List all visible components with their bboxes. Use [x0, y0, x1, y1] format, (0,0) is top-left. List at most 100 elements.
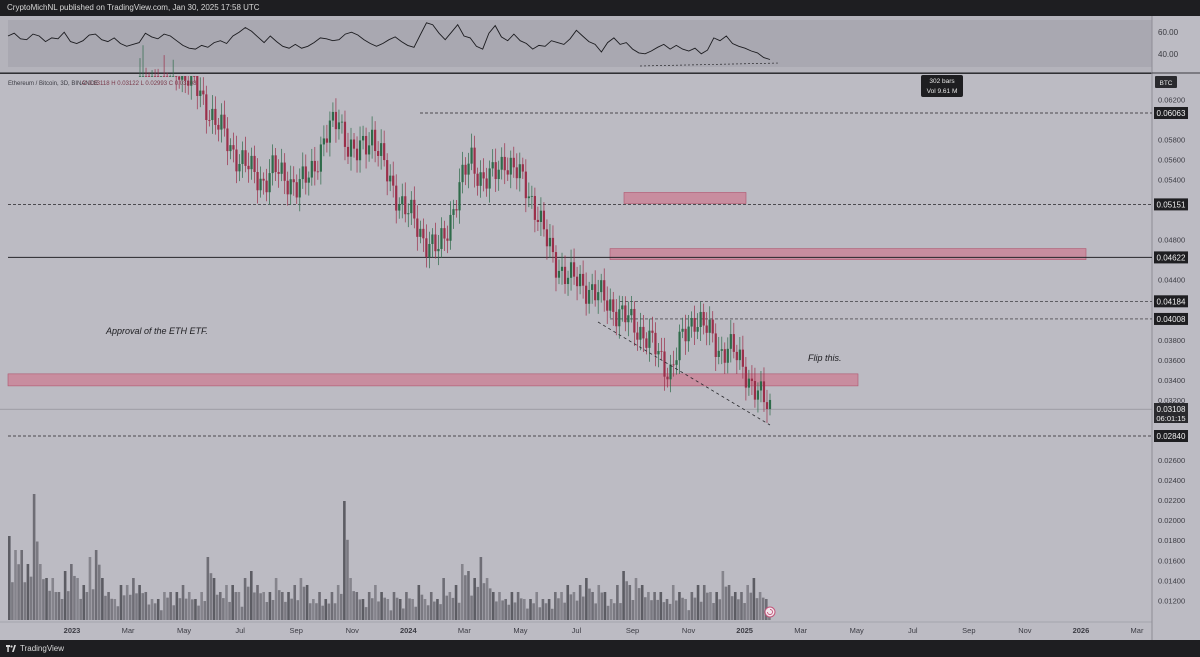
volume-bar [222, 598, 225, 620]
footer-bar: TradingView [0, 640, 1200, 657]
volume-bar [675, 600, 678, 620]
candle-body [205, 94, 208, 120]
ohlc-values: O 0.03118 H 0.03122 L 0.02993 C 0.03108 [82, 81, 197, 87]
volume-bar [473, 578, 476, 620]
volume-bar [668, 603, 672, 620]
volume-bar [240, 606, 244, 620]
volume-bar [228, 601, 231, 620]
volume-bar [97, 564, 101, 620]
volume-bar [631, 600, 635, 620]
candle-body [467, 163, 470, 175]
time-label-May: May [513, 626, 527, 635]
candle-body [437, 248, 440, 252]
volume-bar [308, 603, 312, 620]
volume-bar [702, 585, 706, 620]
volume-bar [110, 598, 113, 620]
volume-bar [284, 601, 287, 620]
volume-bar [209, 573, 213, 620]
candle-body [594, 284, 597, 301]
candle-body [319, 144, 322, 172]
time-label-Nov: Nov [1018, 626, 1032, 635]
volume-bar [640, 585, 644, 620]
candle-body [714, 333, 717, 357]
volume-bar [743, 603, 746, 620]
volume-bar [721, 571, 725, 620]
price-tick-0.04800: 0.04800 [1158, 236, 1185, 245]
volume-bar [411, 599, 414, 620]
candle-body [259, 178, 262, 191]
candle-body [217, 124, 220, 130]
candle-body [615, 311, 618, 327]
level-label-bg [1154, 251, 1188, 264]
publish-header: CryptoMichNL published on TradingView.co… [0, 0, 1200, 16]
volume-bar [125, 585, 129, 620]
zone-3[interactable] [7, 373, 859, 387]
candle-body [687, 326, 690, 342]
candle-body [328, 120, 332, 143]
volume-bar [733, 592, 737, 620]
candle-body [554, 252, 558, 278]
volume-bar [519, 598, 523, 620]
volume-bar [231, 585, 234, 620]
volume-bar [104, 595, 107, 620]
volume-bar [501, 600, 504, 620]
candle-body [361, 135, 365, 141]
volume-bar [727, 585, 731, 620]
zone-2[interactable] [609, 248, 1087, 260]
candle-body [588, 289, 591, 304]
candle-body [241, 150, 244, 164]
volume-bar [417, 585, 421, 620]
main-panel [0, 74, 1152, 640]
volume-bar [312, 599, 315, 620]
time-axis: 2023 Mar May Jul Sep Nov 2024 Mar May Jul Sep Nov 20… [64, 626, 1144, 635]
level-label-bg [1154, 430, 1188, 442]
volume-bar [215, 594, 219, 620]
currency-label: BTC [1160, 80, 1173, 87]
time-label-2024: 2024 [400, 626, 418, 635]
candle-body [756, 390, 760, 400]
volume-bar [218, 592, 222, 620]
zone-1[interactable] [623, 192, 747, 204]
price-tick-0.03400: 0.03400 [1158, 376, 1185, 385]
volume-bar [265, 601, 269, 620]
candle-body [597, 292, 600, 301]
candle-body [383, 143, 386, 161]
price-tick-0.01600: 0.01600 [1158, 556, 1185, 565]
candle-body [156, 76, 160, 77]
candle-body [651, 330, 654, 333]
candle-body [521, 164, 524, 172]
volume-bar [200, 592, 203, 620]
candle-body [500, 156, 503, 170]
candle-body [377, 151, 380, 156]
replay-icon[interactable] [764, 606, 776, 618]
time-label-Sep: Sep [626, 626, 639, 635]
candle-body [470, 147, 473, 164]
etf-annotation[interactable]: Approval of the ETH ETF. [105, 326, 208, 336]
volume-bar [693, 597, 697, 620]
volume-bar [550, 608, 554, 620]
volume-bar [566, 585, 570, 620]
candle-body [214, 108, 217, 125]
volume-bar [116, 606, 120, 620]
volume-bar [361, 599, 365, 620]
volume-bar [529, 599, 532, 620]
candle-body [750, 378, 754, 381]
time-label-Mar: Mar [122, 626, 135, 635]
price-tick-0.01200: 0.01200 [1158, 596, 1185, 605]
volume-bar [128, 594, 132, 620]
candle-body [253, 155, 256, 172]
volume-bar [339, 593, 343, 620]
volume-bar [187, 592, 191, 620]
candle-body [515, 167, 518, 179]
volume-bar [612, 603, 616, 620]
volume-bar [671, 585, 675, 620]
candle-body [401, 196, 404, 205]
candle-body [747, 378, 750, 388]
volume-bar [625, 581, 628, 620]
volume-bar [467, 571, 470, 620]
flip-annotation[interactable]: Flip this. [808, 353, 842, 363]
footer-brand: TradingView [20, 644, 65, 653]
candle-body [334, 111, 338, 130]
time-label-2026: 2026 [1073, 626, 1090, 635]
